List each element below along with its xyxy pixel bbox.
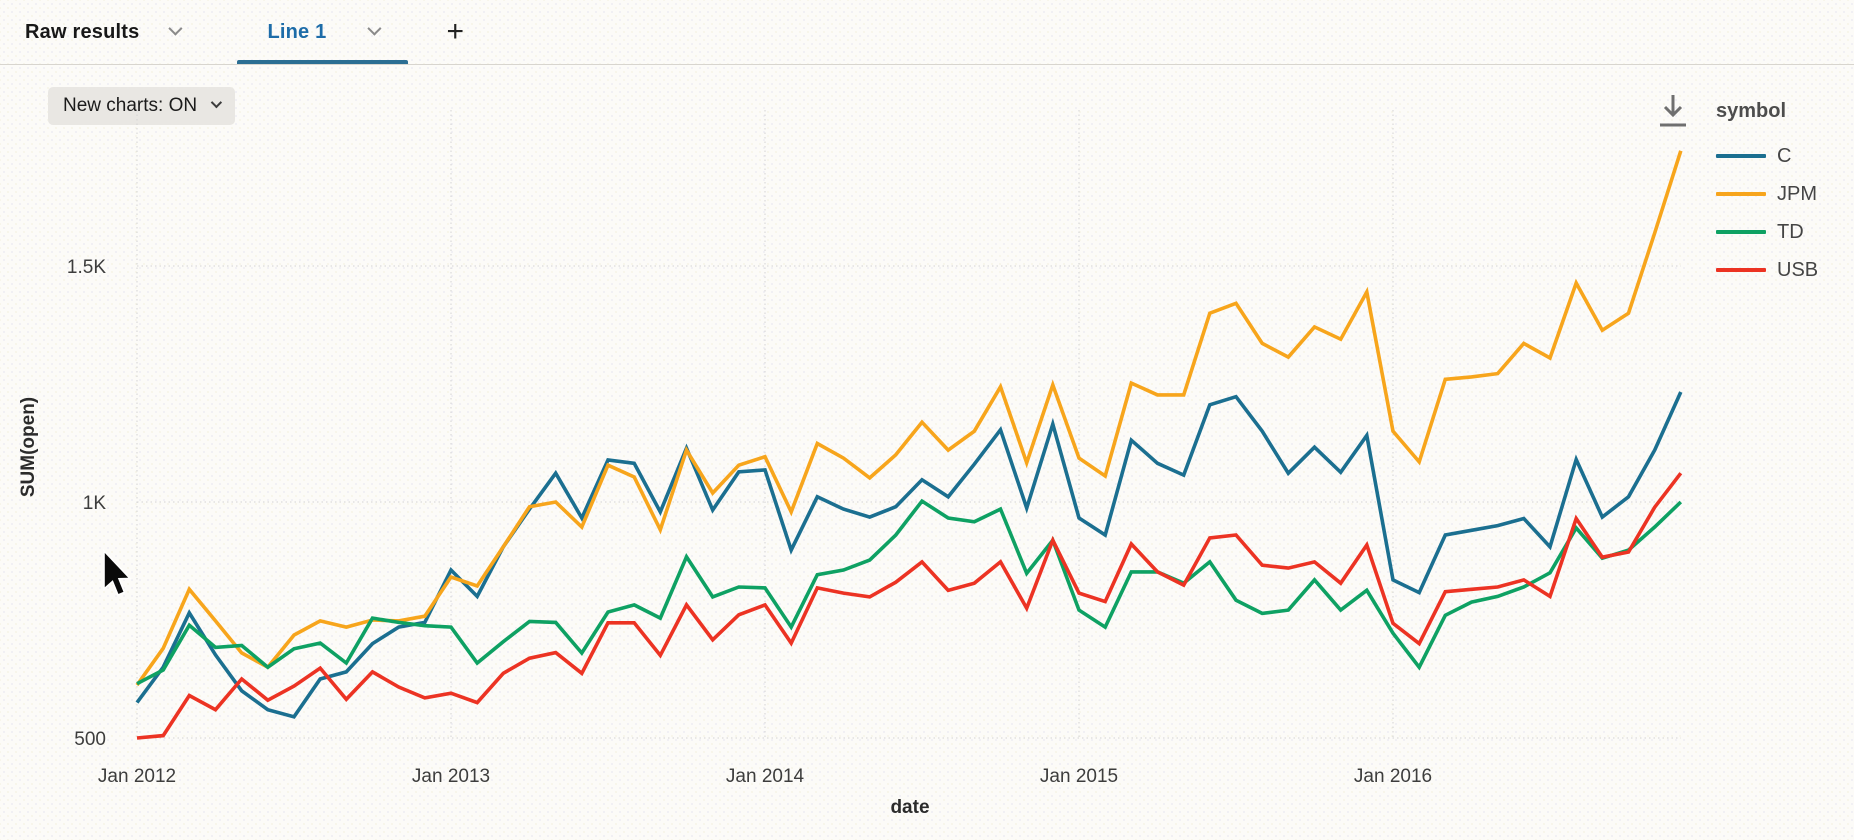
- x-axis-title: date: [890, 797, 929, 818]
- new-charts-toggle-label: New charts: ON: [63, 95, 198, 116]
- mouse-cursor: [103, 549, 132, 597]
- chevron-down-icon[interactable]: [168, 21, 183, 36]
- legend-swatch-icon: [1716, 230, 1766, 234]
- legend-swatch-icon: [1716, 192, 1766, 196]
- x-axis-tick-label: Jan 2012: [98, 766, 176, 787]
- new-charts-toggle[interactable]: New charts: ON: [48, 87, 236, 125]
- legend-items: C JPM TD USB: [1716, 137, 1846, 289]
- y-axis-tick-label: 1.5K: [67, 257, 106, 278]
- x-axis-tick-label: Jan 2013: [412, 766, 490, 787]
- tab-raw-results[interactable]: Raw results: [25, 0, 183, 64]
- x-axis-tick-label: Jan 2016: [1354, 766, 1432, 787]
- tab-line-1-label: Line 1: [267, 20, 327, 43]
- legend-item-label: TD: [1777, 220, 1804, 243]
- legend-item-TD[interactable]: TD: [1716, 213, 1846, 251]
- tab-line-1[interactable]: Line 1: [237, 0, 409, 64]
- legend-item-label: USB: [1777, 258, 1819, 281]
- legend-swatch-icon: [1716, 154, 1766, 158]
- legend-item-C[interactable]: C: [1716, 137, 1846, 175]
- tab-bar: Raw results Line 1 +: [0, 0, 1854, 65]
- legend-item-USB[interactable]: USB: [1716, 251, 1846, 289]
- y-axis-tick-label: 1K: [83, 493, 107, 514]
- chart-legend: symbol C JPM TD USB: [1716, 100, 1846, 289]
- x-axis-tick-label: Jan 2015: [1040, 766, 1118, 787]
- line-chart[interactable]: 500 1K 1.5K Jan 2012 Jan 2013 Jan 2014 Jan 201…: [0, 65, 1854, 840]
- active-tab-underline: [237, 60, 409, 64]
- y-axis-tick-label: 500: [74, 729, 106, 750]
- add-chart-tab-button[interactable]: +: [446, 15, 464, 48]
- y-axis-title: SUM(open): [18, 397, 39, 497]
- legend-title: symbol: [1716, 100, 1787, 122]
- series-line-TD[interactable]: [136, 498, 1683, 686]
- series-line-JPM[interactable]: [135, 150, 1683, 687]
- tab-raw-results-label: Raw results: [25, 20, 140, 43]
- download-icon[interactable]: [1656, 92, 1690, 132]
- series-line-USB[interactable]: [136, 472, 1683, 740]
- x-axis-tick-label: Jan 2014: [726, 766, 805, 787]
- legend-item-JPM[interactable]: JPM: [1716, 175, 1846, 213]
- legend-item-label: JPM: [1777, 182, 1817, 205]
- series-line-C[interactable]: [135, 391, 1683, 719]
- legend-swatch-icon: [1716, 268, 1766, 272]
- chevron-down-icon[interactable]: [367, 21, 382, 36]
- legend-item-label: C: [1777, 144, 1792, 167]
